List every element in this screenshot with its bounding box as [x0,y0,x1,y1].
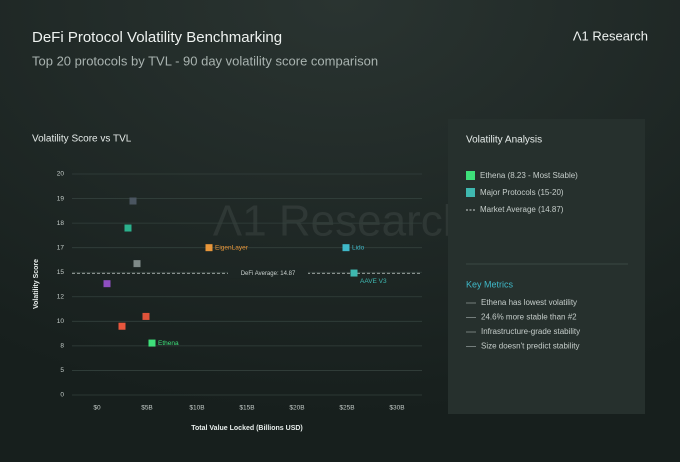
data-point [133,260,141,268]
legend-swatch [466,171,475,180]
x-axis-label: Total Value Locked (Billions USD) [191,425,303,432]
legend-label: Market Average (14.87) [480,205,564,214]
x-tick-label: $10B [189,405,204,412]
data-point [350,269,358,277]
x-tick-label: $20B [289,405,304,412]
point-label: Lido [352,244,365,251]
x-tick-label: $30B [389,405,404,412]
page-title: DeFi Protocol Volatility Benchmarking [32,29,282,46]
legend-label: Ethena (8.23 - Most Stable) [480,171,578,180]
metric-text: Infrastructure-grade stability [481,327,580,336]
data-point [129,197,137,205]
data-point [103,280,111,288]
side-panel [448,119,645,414]
legend-swatch [466,188,475,197]
average-label: DeFi Average: 14.87 [241,271,296,277]
metrics-title: Key Metrics [466,279,514,289]
average-label-bg [228,268,308,279]
data-point [124,224,132,232]
page-subtitle: Top 20 protocols by TVL - 90 day volatil… [32,53,378,68]
legend-label: Major Protocols (15-20) [480,188,564,197]
point-label: AAVE V3 [360,278,387,285]
metric-text: Size doesn't predict stability [481,342,579,351]
data-point [142,312,150,320]
metric-text: Ethena has lowest volatility [481,298,577,307]
data-point [118,322,126,330]
y-tick-label: 15 [57,269,65,276]
y-tick-label: 8 [60,343,64,350]
data-point [342,244,350,252]
y-tick-label: 10 [57,318,65,325]
data-point [148,339,156,347]
panel-title: Volatility Analysis [466,135,542,146]
y-tick-label: 19 [57,195,65,202]
y-axis-label: Volatility Score [33,259,40,309]
chart-title: Volatility Score vs TVL [32,134,132,145]
metric-text: 24.6% more stable than #2 [481,313,577,322]
x-tick-label: $5B [141,405,153,412]
watermark: Λ1 Research [213,197,467,246]
data-point [205,244,213,252]
y-tick-label: 0 [60,392,64,399]
y-tick-label: 18 [57,220,65,227]
x-tick-label: $15B [239,405,254,412]
y-tick-label: 5 [60,367,64,374]
brand: Λ1 Research [573,28,648,43]
y-tick-label: 20 [57,171,65,178]
point-label: Ethena [158,340,179,347]
x-tick-label: $0 [93,405,101,412]
y-tick-label: 12 [57,293,65,300]
x-tick-label: $25B [339,405,354,412]
y-tick-label: 17 [57,244,65,251]
point-label: EigenLayer [215,244,249,251]
